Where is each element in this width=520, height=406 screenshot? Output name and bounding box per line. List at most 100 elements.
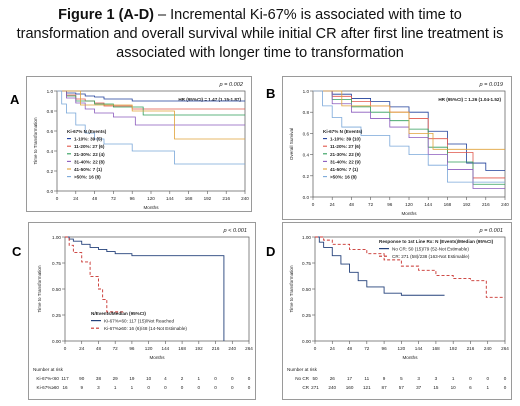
risk-cell: 0	[486, 376, 489, 381]
risk-cell: 3	[97, 385, 100, 390]
y-tick-label: 0.75	[52, 261, 61, 266]
x-tick-label: 24	[330, 202, 336, 207]
x-tick-label: 24	[73, 196, 79, 201]
panel-letter-a: A	[10, 92, 20, 107]
risk-cell: 17	[347, 376, 353, 381]
risk-cell: 0	[469, 376, 472, 381]
x-tick-label: 144	[415, 346, 423, 351]
series-line-3	[313, 90, 505, 185]
x-tick-label: 120	[147, 196, 155, 201]
risk-cell: 29	[113, 376, 119, 381]
legend-entry-2: Ki-67%≥60: 16 (6)/48 (14-Not Estimable)	[104, 326, 187, 331]
risk-cell: 1	[131, 385, 134, 390]
risk-cell: 0	[248, 376, 251, 381]
y-tick-label: 0.0	[47, 189, 54, 194]
x-tick-label: 216	[222, 196, 230, 201]
chart-b-svg: 0.0 0.2 0.4 0.6 0.8 1.0 0 24 48 72 96 120 144 168 192 2…	[289, 82, 509, 216]
legend-entry-3: 21-30%: 22 (9)	[330, 152, 361, 157]
risk-cell: 0	[198, 385, 201, 390]
series-line-5	[313, 90, 505, 150]
risk-row-label: Ki-67%≥60	[37, 385, 60, 390]
risk-cell: 10	[451, 385, 457, 390]
legend-entry-4: 31-40%: 22 (8)	[74, 159, 105, 164]
x-tick-label: 96	[382, 346, 388, 351]
risk-cell: 5	[400, 376, 403, 381]
risk-cell: 15	[433, 385, 439, 390]
legend-entry-1: Ki-67%<60: 117 (15)/Not Reached	[104, 319, 174, 324]
risk-cell: 10	[146, 376, 152, 381]
x-tick-label: 96	[387, 202, 393, 207]
y-axis-label: Overall Survival	[289, 128, 294, 160]
risk-cell: 1	[452, 376, 455, 381]
x-tick-label: 48	[96, 346, 102, 351]
x-tick-label: 216	[482, 202, 490, 207]
x-tick-label: 168	[444, 202, 452, 207]
x-tick-label: 48	[347, 346, 353, 351]
x-tick-label: 72	[368, 202, 374, 207]
chart-c-svg: 0.000.250.500.751.000 24 48 72 96 120 144 168 19…	[33, 228, 253, 390]
risk-cell: 6	[469, 385, 472, 390]
risk-row-label: No CR	[295, 376, 309, 381]
legend-entry-5: 41-50%: 7 (1)	[330, 167, 359, 172]
y-tick-label: 0.2	[303, 174, 310, 179]
risk-cell: 0	[214, 376, 217, 381]
risk-cell: 240	[328, 385, 336, 390]
risk-table-title: Number at risk	[33, 367, 64, 372]
y-tick-label: 1.00	[302, 235, 311, 240]
x-tick-label: 264	[245, 346, 253, 351]
y-tick-label: 0.8	[303, 110, 310, 115]
x-tick-label: 240	[228, 346, 236, 351]
x-tick-label: 192	[449, 346, 457, 351]
figure-title: Figure 1 (A-D) – Incremental Ki-67% is a…	[10, 6, 510, 63]
legend-entry-3: 21-30%: 22 (4)	[74, 152, 105, 157]
risk-row-label: CR	[302, 385, 309, 390]
panel-letter-d: D	[266, 244, 276, 259]
x-tick-label: 192	[463, 202, 471, 207]
risk-cell: 2	[181, 376, 184, 381]
x-tick-label: 192	[195, 346, 203, 351]
x-tick-label: 192	[204, 196, 212, 201]
y-tick-label: 0.4	[47, 149, 54, 154]
legend-title: N/Events/Median (95%CI)	[91, 311, 146, 316]
risk-cell: 26	[330, 376, 336, 381]
hazard-ratio-label: HR (95%CI) = 1.47 (1.15-1.87)	[178, 97, 241, 102]
legend-entry-2: CR: 271 (58)/238 (163-Not Estimable)	[392, 254, 470, 259]
risk-cell: 0	[248, 385, 251, 390]
x-axis-label: Months	[402, 355, 418, 360]
risk-cell: 1	[114, 385, 117, 390]
risk-cell: 0	[504, 385, 507, 390]
y-tick-label: 0.50	[302, 287, 311, 292]
risk-cell: 90	[79, 376, 85, 381]
x-tick-label: 144	[424, 202, 432, 207]
y-tick-label: 0.25	[302, 313, 311, 318]
risk-cell: 0	[147, 385, 150, 390]
x-tick-label: 216	[467, 346, 475, 351]
series-line-1	[57, 90, 245, 102]
risk-cell: 271	[311, 385, 319, 390]
y-axis-label: Time to Transformation	[37, 265, 42, 313]
y-axis-label: Time to Transformation	[33, 117, 38, 165]
x-tick-label: 0	[64, 346, 67, 351]
panel-letter-c: C	[12, 244, 22, 259]
y-tick-label: 0.8	[47, 109, 54, 114]
panel-d: 0.00 0.25 0.50 0.75 1.00 0 24 48 72 96 120 144 168 19…	[282, 222, 512, 400]
p-value-label: p < 0.001	[223, 228, 247, 234]
x-tick-label: 240	[241, 196, 249, 201]
y-tick-label: 0.50	[52, 287, 61, 292]
risk-table-title: Number at risk	[287, 367, 318, 372]
risk-cell: 19	[129, 376, 135, 381]
x-tick-label: 120	[398, 346, 406, 351]
legend-entry-2: 11-20%: 27 (6)	[330, 144, 361, 149]
risk-cell: 57	[399, 385, 405, 390]
legend-entry-6: >50%: 16 (8)	[330, 175, 357, 180]
legend-entry-4: 31-40%: 22 (9)	[330, 159, 361, 164]
x-tick-label: 72	[113, 346, 119, 351]
series-line-1	[65, 236, 225, 341]
legend-entry-6: >50%: 16 (8)	[74, 175, 101, 180]
risk-cell: 0	[164, 385, 167, 390]
x-tick-label: 144	[166, 196, 174, 201]
series-line-6	[57, 90, 245, 165]
risk-cell: 0	[214, 385, 217, 390]
y-axis-label: Time to Transformation	[289, 265, 294, 313]
y-tick-label: 0.75	[302, 261, 311, 266]
